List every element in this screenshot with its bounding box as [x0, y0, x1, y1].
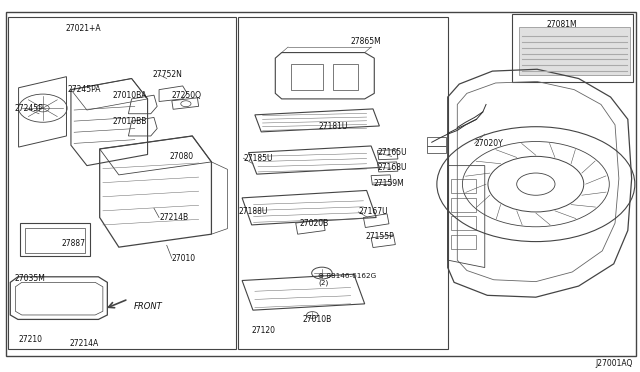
Bar	[451, 198, 476, 212]
Text: 27181U: 27181U	[319, 122, 348, 131]
Bar	[451, 235, 476, 249]
Bar	[428, 146, 447, 153]
Text: 27752N: 27752N	[153, 70, 182, 79]
Bar	[511, 14, 633, 82]
Bar	[451, 217, 476, 231]
Text: 27010BB: 27010BB	[113, 117, 147, 126]
Text: 27021+A: 27021+A	[66, 24, 102, 33]
Bar	[451, 179, 476, 193]
Text: 27010B: 27010B	[302, 315, 332, 324]
Text: 27887: 27887	[61, 239, 85, 248]
Bar	[428, 137, 447, 146]
Text: 27159M: 27159M	[373, 179, 404, 187]
Text: 27210: 27210	[19, 335, 43, 344]
Text: ⊕ 08146-6162G
(2): ⊕ 08146-6162G (2)	[318, 273, 376, 286]
Text: 27245P: 27245P	[15, 104, 44, 113]
Text: 27120: 27120	[251, 326, 275, 335]
Text: 27035M: 27035M	[15, 274, 45, 283]
Text: 27185U: 27185U	[243, 154, 273, 163]
Text: 27081M: 27081M	[546, 20, 577, 29]
Text: 27020Y: 27020Y	[474, 139, 503, 148]
Bar	[238, 17, 448, 349]
Text: 27214A: 27214A	[69, 339, 99, 348]
Text: 27010BA: 27010BA	[113, 91, 147, 100]
Bar	[519, 27, 630, 75]
Text: 27865M: 27865M	[351, 37, 381, 46]
Text: 27080: 27080	[170, 152, 194, 161]
Text: 27010: 27010	[172, 254, 196, 263]
Text: 27214B: 27214B	[159, 213, 188, 222]
Text: 27155P: 27155P	[366, 231, 395, 241]
Text: 27245PA: 27245PA	[68, 85, 101, 94]
Text: FRONT: FRONT	[134, 302, 163, 311]
Text: 27165U: 27165U	[378, 148, 407, 157]
Text: J27001AQ: J27001AQ	[596, 359, 633, 368]
Text: 27167U: 27167U	[358, 208, 388, 217]
Bar	[8, 17, 236, 349]
Text: 27168U: 27168U	[378, 163, 407, 172]
Text: 27250Q: 27250Q	[172, 91, 202, 100]
Text: 27188U: 27188U	[239, 208, 268, 217]
Text: 27020B: 27020B	[300, 219, 329, 228]
